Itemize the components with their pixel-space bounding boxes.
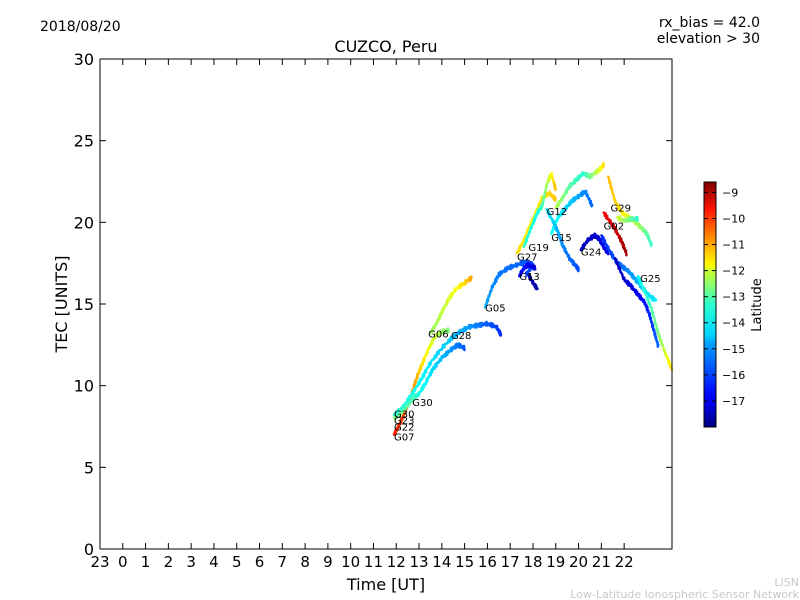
y-tick-label: 0 — [84, 540, 94, 559]
x-tick-label: 22 — [615, 553, 634, 571]
series-point — [524, 271, 529, 277]
prn-label: G22 — [394, 423, 414, 434]
x-tick-label: 0 — [118, 553, 128, 571]
x-tick-label: 19 — [546, 553, 565, 571]
x-tick-label: 1 — [141, 553, 151, 571]
colorbar-tick-label: −13 — [722, 291, 745, 304]
x-axis: 23 0 1 2 3 4 5 6 7 8 9 10 11 12 13 14 15 16 17 18 19 20 21 22 — [90, 59, 634, 571]
prn-label: G19 — [528, 243, 548, 254]
y-axis: 0 5 10 15 20 25 30 — [74, 50, 672, 559]
prn-label: G13 — [519, 272, 539, 283]
prn-label: G12 — [547, 207, 567, 218]
x-tick-label: 5 — [232, 553, 242, 571]
x-tick-label: 6 — [255, 553, 265, 571]
x-tick-label: 14 — [432, 553, 451, 571]
colorbar-tick-label: −12 — [722, 265, 745, 278]
prn-label: G28 — [451, 331, 471, 342]
x-tick-label: 12 — [387, 553, 406, 571]
series-point — [446, 327, 450, 334]
prn-label: G29 — [610, 204, 630, 215]
colorbar-tick-label: −11 — [722, 239, 745, 252]
x-tick-label: 13 — [409, 553, 428, 571]
x-tick-label: 2 — [164, 553, 174, 571]
colorbar-tick-label: −9 — [722, 186, 738, 199]
colorbar-label: Latitude — [750, 278, 765, 332]
series-G02 — [602, 211, 628, 257]
colorbar-ticks: −9 −10 −11 −12 −13 −14 −15 −16 −17 — [704, 186, 745, 408]
prn-label: G24 — [581, 248, 601, 259]
footer-network: Low-Latitude Ionospheric Sensor Network — [570, 588, 799, 600]
series-point — [533, 264, 537, 271]
date-label: 2018/08/20 — [40, 19, 121, 35]
prn-label: G05 — [485, 303, 505, 314]
x-tick-label: 3 — [186, 553, 196, 571]
series-G15 — [550, 189, 594, 235]
series-G29b — [616, 215, 640, 224]
x-tick-label: 4 — [209, 553, 219, 571]
x-tick-label: 9 — [323, 553, 333, 571]
series-G12 — [554, 162, 605, 209]
y-tick-label: 15 — [74, 295, 94, 314]
x-tick-label: 10 — [341, 553, 360, 571]
series-G06 — [429, 275, 473, 335]
x-tick-label: 23 — [90, 553, 109, 571]
series-point — [654, 298, 658, 302]
x-tick-label: 18 — [523, 553, 542, 571]
prn-label: G25 — [640, 274, 660, 285]
series-G25c — [636, 275, 674, 372]
colorbar-tick-label: −15 — [722, 343, 745, 356]
x-tick-label: 11 — [364, 553, 383, 571]
series-point — [462, 344, 466, 352]
colorbar-tick-label: −14 — [722, 317, 745, 330]
y-tick-label: 10 — [74, 377, 94, 396]
series-point — [469, 275, 473, 282]
x-axis-label: Time [UT] — [346, 575, 425, 594]
prn-label: G15 — [551, 233, 571, 244]
x-tick-label: 21 — [592, 553, 611, 571]
x-tick-label: 15 — [455, 553, 474, 571]
prn-label: G27 — [517, 253, 537, 264]
data-layer — [392, 162, 674, 436]
series-G28 — [392, 320, 503, 417]
series-G25b — [613, 257, 660, 348]
series-G24 — [579, 232, 610, 256]
series-G19 — [522, 171, 557, 249]
colorbar-tick-label: −17 — [722, 395, 745, 408]
prn-label: G02 — [604, 222, 624, 233]
footer-lisn: LISN — [774, 576, 799, 589]
x-tick-label: 16 — [478, 553, 497, 571]
series-point — [590, 203, 594, 208]
series-G15b — [545, 208, 580, 273]
colorbar — [703, 181, 717, 428]
prn-label: G06 — [428, 329, 448, 340]
y-axis-label: TEC [UNITS] — [52, 256, 71, 354]
rx-bias-label: rx_bias = 42.0 — [659, 15, 760, 31]
series-point — [635, 216, 640, 222]
prn-label: G23 — [394, 416, 414, 427]
prn-label: G30 — [394, 409, 414, 420]
y-tick-label: 5 — [84, 458, 94, 477]
series-G13 — [518, 261, 537, 278]
x-tick-label: 8 — [300, 553, 310, 571]
y-tick-label: 25 — [74, 132, 94, 151]
prn-label: G07 — [394, 432, 414, 443]
series-point — [553, 197, 557, 202]
series-G13b — [527, 273, 539, 291]
colorbar-tick-label: −10 — [722, 212, 745, 225]
elevation-label: elevation > 30 — [657, 31, 760, 47]
chart-title: CUZCO, Peru — [334, 37, 437, 56]
series-G25 — [600, 234, 658, 302]
y-tick-label: 30 — [74, 50, 94, 69]
plot-frame — [99, 58, 673, 550]
x-tick-label: 7 — [278, 553, 288, 571]
y-tick-label: 20 — [74, 213, 94, 232]
prn-label: G30 — [412, 398, 432, 409]
x-tick-label: 20 — [569, 553, 588, 571]
x-tick-label: 17 — [501, 553, 520, 571]
colorbar-tick-label: −16 — [722, 369, 745, 382]
